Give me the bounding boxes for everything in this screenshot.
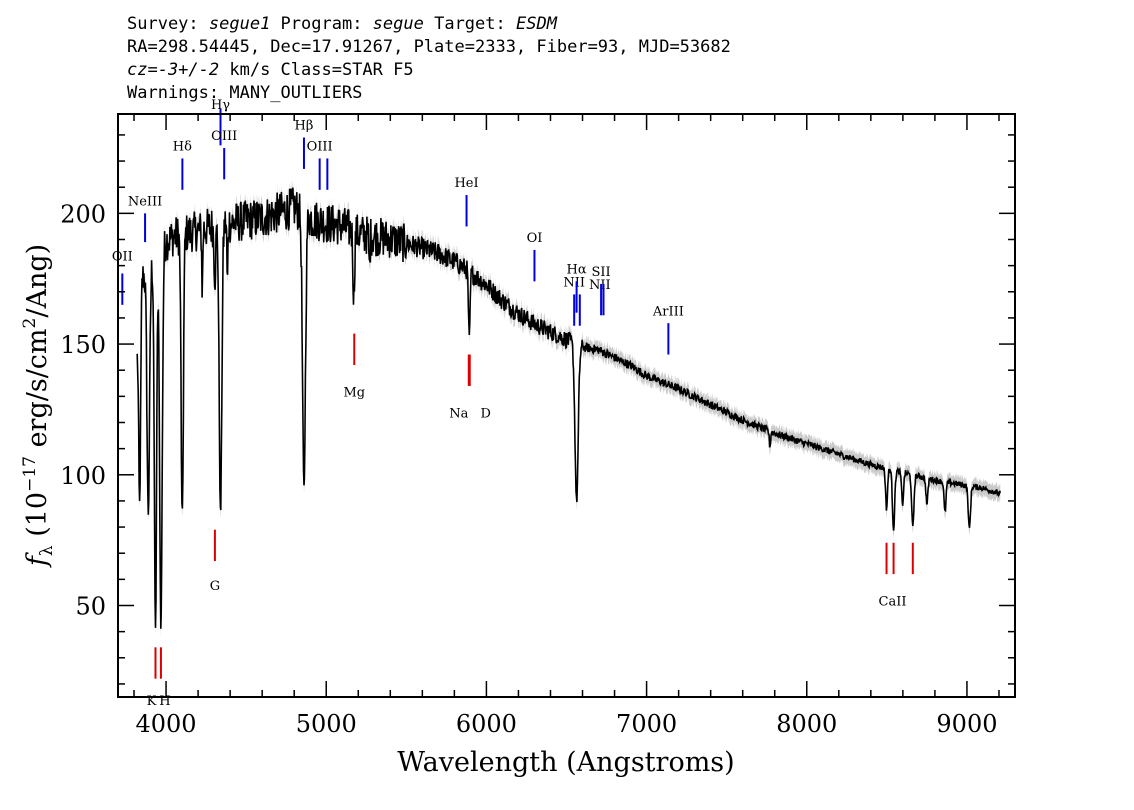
x-tick-label: 4000: [136, 710, 197, 738]
emission-label-neiii: NeIII: [128, 195, 162, 210]
class-info: km/s Class=STAR F5: [219, 60, 414, 80]
survey-label: Survey:: [127, 14, 209, 34]
absorption-label-mg: Mg: [343, 385, 365, 400]
emission-label-sii: SII: [592, 265, 611, 280]
emission-label-oi: OI: [527, 231, 543, 246]
absorption-label-h: H: [159, 694, 170, 709]
x-tick-label: 7000: [616, 710, 677, 738]
emission-label-hei: HeI: [454, 176, 478, 191]
emission-label-oiii: OIII: [307, 140, 333, 155]
emission-label-hβ: Hβ: [295, 119, 314, 134]
emission-label-hγ: Hγ: [211, 98, 230, 113]
emission-label-nii: NII: [589, 278, 611, 293]
y-tick-label: 100: [60, 462, 106, 490]
absorption-label-d: D: [481, 406, 491, 421]
absorption-label-g: G: [210, 579, 220, 594]
survey-value: segue1: [208, 14, 271, 34]
plot-frame: [117, 113, 1016, 698]
target-label: Target:: [423, 14, 516, 34]
header-line-2: RA=298.54445, Dec=17.91267, Plate=2333, …: [127, 37, 731, 57]
absorption-label-caii: CaII: [879, 594, 907, 609]
line-markers: OIINeIIIHδHγOIIIHβOIIIHeIOINIIHαNIISIIAr…: [112, 98, 914, 709]
error-band-area: [137, 179, 1001, 637]
emission-label-hα: Hα: [567, 262, 587, 277]
emission-label-oiii: OIII: [211, 129, 237, 144]
axis-ticks: 4000 5000 6000 7000 8000 9000 50 100 150 200: [60, 114, 1015, 738]
header-line-3: cz=-3+/-2 km/s Class=STAR F5: [127, 59, 731, 82]
emission-label-nii: NII: [563, 276, 585, 291]
x-tick-label: 8000: [776, 710, 837, 738]
emission-label-ariii: ArIII: [652, 304, 684, 319]
y-tick-label: 200: [60, 200, 106, 228]
header-line-4: Warnings: MANY_OUTLIERS: [127, 83, 363, 103]
y-tick-label: 50: [75, 592, 106, 620]
x-tick-label: 9000: [936, 710, 997, 738]
program-value: segue: [372, 14, 424, 34]
spectrum-header: Survey: segue1 Program: segue Target: ES…: [127, 13, 731, 105]
program-label: Program:: [270, 14, 373, 34]
absorption-label-k: K: [147, 694, 157, 709]
absorption-label-na: Na: [449, 406, 468, 421]
spectrum-series: [136, 187, 1002, 629]
header-line-1: Survey: segue1 Program: segue Target: ES…: [127, 13, 731, 36]
target-value: ESDM: [515, 14, 557, 34]
emission-label-oii: OII: [112, 249, 133, 264]
y-axis-title: fλ (10−17 erg/s/cm2/Ang): [20, 244, 57, 568]
redshift-value: cz=-3+/-2: [127, 60, 220, 80]
spectrum-line: [136, 187, 1002, 629]
emission-label-hδ: Hδ: [173, 140, 192, 155]
x-tick-label: 6000: [456, 710, 517, 738]
x-axis-title: Wavelength (Angstroms): [397, 747, 734, 778]
x-tick-label: 5000: [296, 710, 357, 738]
y-tick-label: 150: [60, 331, 106, 359]
error-band: [137, 179, 1001, 637]
